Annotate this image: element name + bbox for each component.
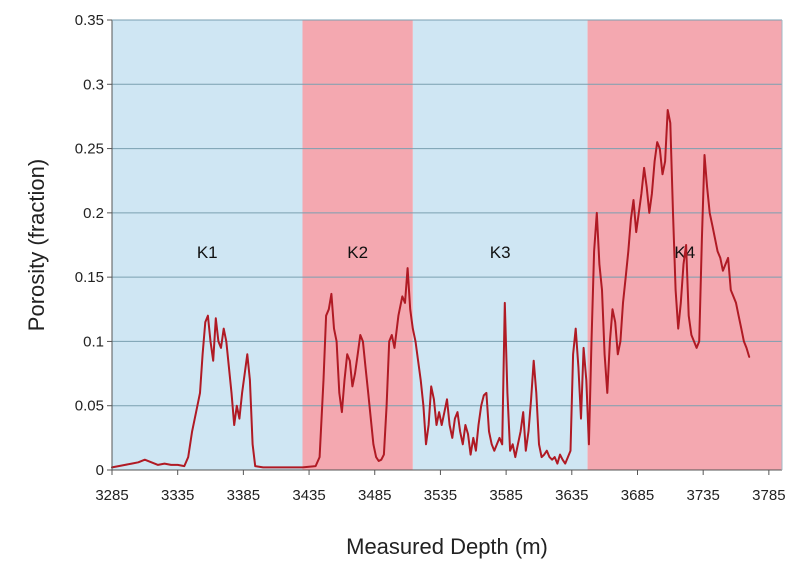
zone-label-k3: K3 (490, 243, 511, 262)
y-axis-title: Porosity (fraction) (24, 159, 49, 331)
y-tick-label: 0.2 (83, 205, 104, 222)
zone-label-k2: K2 (347, 243, 368, 262)
x-tick-label: 3785 (752, 487, 785, 504)
zone-label-k1: K1 (197, 243, 218, 262)
series-layer (111, 109, 751, 469)
y-tick-label: 0 (96, 462, 104, 479)
x-tick-label: 3385 (227, 487, 260, 504)
x-tick-label: 3585 (489, 487, 522, 504)
x-tick-label: 3335 (161, 487, 194, 504)
x-tick-label: 3535 (424, 487, 457, 504)
x-tick-label: 3685 (621, 487, 654, 504)
y-tick-label: 0.05 (75, 398, 104, 415)
axes (111, 19, 783, 471)
x-tick-labels: 3285 3335 3385 3435 3485 3535 3585 3635 3685 3735… (95, 470, 786, 504)
zone-bands (112, 20, 782, 470)
y-tick-labels: 0 0.05 0.1 0.15 0.2 0.25 0.3 0.35 (75, 12, 112, 479)
y-tick-label: 0.25 (75, 141, 104, 158)
x-tick-label: 3735 (686, 487, 719, 504)
zone-band-k1 (112, 20, 303, 470)
zone-band-k3 (412, 20, 588, 470)
porosity-line (111, 109, 751, 469)
x-axis-title: Measured Depth (m) (346, 534, 548, 559)
y-tick-label: 0.3 (83, 76, 104, 93)
zone-band-k2 (302, 20, 413, 470)
x-tick-label: 3285 (95, 487, 128, 504)
x-tick-label: 3635 (555, 487, 588, 504)
y-tick-label: 0.1 (83, 333, 104, 350)
zone-band-k4 (587, 20, 782, 470)
y-tick-label: 0.15 (75, 269, 104, 286)
x-tick-label: 3435 (292, 487, 325, 504)
x-tick-label: 3485 (358, 487, 391, 504)
y-tick-label: 0.35 (75, 12, 104, 29)
